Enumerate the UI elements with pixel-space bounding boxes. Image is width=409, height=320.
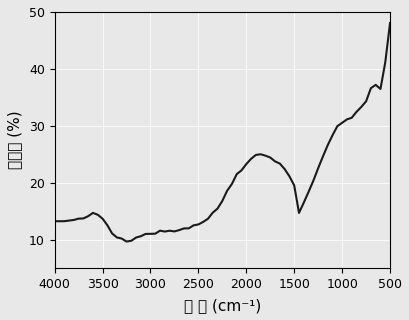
- X-axis label: 波 数 (cm⁻¹): 波 数 (cm⁻¹): [184, 298, 261, 313]
- Y-axis label: 透光率 (%): 透光率 (%): [7, 111, 22, 170]
